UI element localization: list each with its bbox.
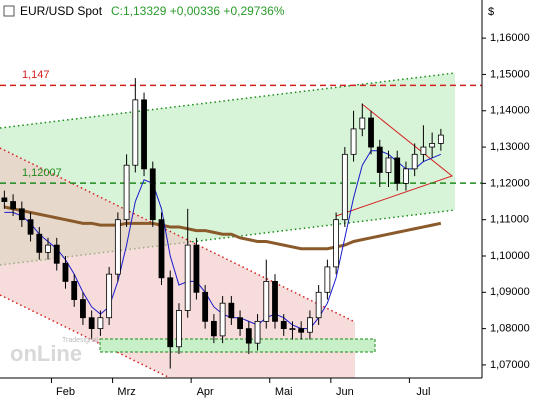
channel-line <box>0 294 171 379</box>
icon <box>3 5 15 17</box>
x-tick-label: Mrz <box>117 386 135 398</box>
candle-body <box>324 266 331 293</box>
candle-body <box>97 317 104 330</box>
candle-body <box>333 219 340 268</box>
candle-body <box>88 317 95 330</box>
x-tick-label: Jul <box>416 386 430 398</box>
candle-body <box>437 134 444 144</box>
y-tick-label: 1,11000 <box>490 214 529 226</box>
candle-body <box>420 146 427 155</box>
candle-body <box>149 168 156 221</box>
watermark-logo: onLine <box>10 341 82 366</box>
candle-body <box>245 328 252 344</box>
candle-body <box>429 143 436 148</box>
y-tick-label: 1,16000 <box>490 32 530 44</box>
data-layer: 1,147 1,12007 <box>0 69 482 369</box>
candle-body <box>80 299 86 319</box>
candle-body <box>106 273 113 319</box>
candle-body <box>307 317 313 333</box>
y-tick-label: 1,08000 <box>490 323 530 335</box>
watermark-brand: Tradesignal <box>62 337 99 344</box>
candle-body <box>237 317 243 330</box>
candle-body <box>36 233 43 253</box>
chart-title: EUR/USD Spot <box>20 4 103 18</box>
candle-body <box>176 310 182 348</box>
y-tick-label: 1,09000 <box>490 286 530 298</box>
candle-body <box>210 320 217 337</box>
candle-body <box>53 244 60 264</box>
candle-body <box>359 117 366 130</box>
candle-body <box>132 99 139 166</box>
candle-body <box>114 219 121 275</box>
candle-body <box>158 219 165 279</box>
candle-body <box>272 281 278 322</box>
candle-body <box>45 244 51 253</box>
support-zone <box>99 338 376 353</box>
candle-body <box>62 262 69 282</box>
x-tick-label: Apr <box>197 386 214 398</box>
candle-body <box>228 302 235 319</box>
candle-body <box>202 291 209 322</box>
triangle <box>335 103 454 217</box>
candle-body <box>123 164 130 221</box>
candle-body <box>315 291 322 319</box>
candle-body <box>385 157 392 173</box>
candle-body <box>263 281 270 322</box>
candle-body <box>350 128 357 155</box>
candle-body <box>280 320 287 330</box>
candle-body <box>341 153 348 221</box>
y-tick-label: 1,10000 <box>490 250 530 262</box>
candle-body <box>71 281 78 300</box>
y-tick-label: 1,07000 <box>490 359 530 371</box>
candle-body <box>403 168 409 184</box>
candle-body <box>368 117 374 148</box>
candle-body <box>411 153 418 170</box>
candle-body <box>18 208 25 221</box>
candle-body <box>193 244 200 293</box>
y-tick-label: 1,12000 <box>490 177 530 189</box>
reference-label: 1,12007 <box>22 167 62 179</box>
candle-body <box>1 197 8 202</box>
chart-subtitle: C:1,13329 +0,00336 +0,29736% <box>111 4 285 18</box>
candle-body <box>376 146 383 173</box>
y-tick-label: 1,15000 <box>490 68 530 80</box>
moving-average <box>4 205 442 251</box>
reference-label: 1,147 <box>22 69 50 81</box>
candle-body <box>141 99 147 170</box>
y-tick-label: 1,13000 <box>490 141 530 153</box>
candle-body <box>184 244 191 311</box>
y-axis-label: $ <box>488 6 494 18</box>
candle-body <box>298 328 305 333</box>
channel-line <box>0 147 356 323</box>
candle-body <box>394 157 401 184</box>
candle-body <box>167 277 174 348</box>
candle-body <box>254 320 261 344</box>
candle-body <box>289 328 296 331</box>
x-tick-label: Jun <box>336 386 354 398</box>
x-tick-label: Feb <box>56 386 75 398</box>
x-tick-label: Mai <box>275 386 293 398</box>
candle-body <box>10 201 16 210</box>
candle-body <box>219 302 226 337</box>
y-tick-label: 1,14000 <box>490 105 530 117</box>
candle-body <box>27 219 34 235</box>
